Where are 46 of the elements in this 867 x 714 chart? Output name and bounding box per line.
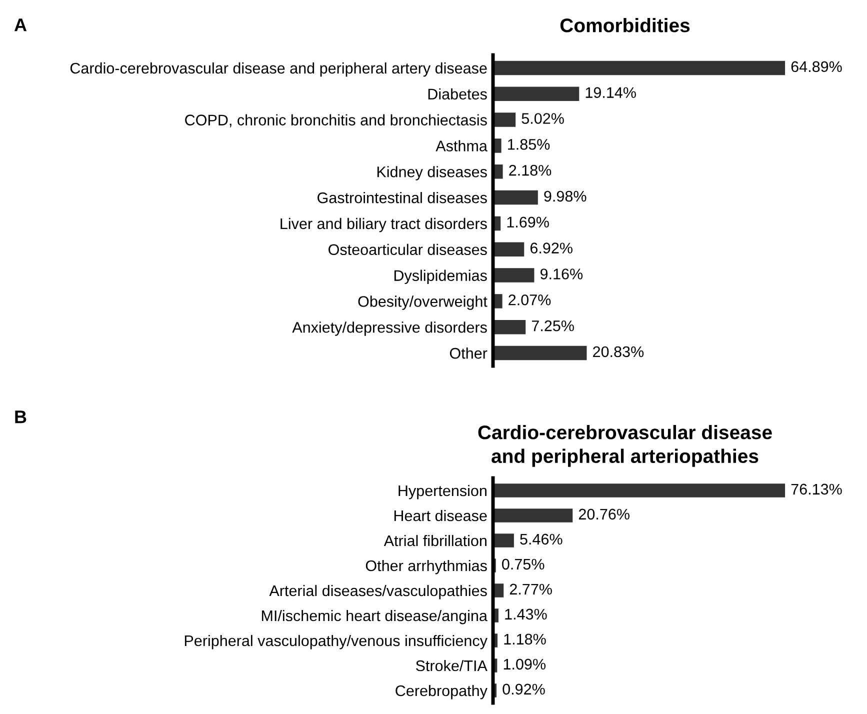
y-tick-label: Asthma [436, 140, 488, 152]
chart-title: Comorbidities [560, 18, 690, 32]
y-tick-label: MI/ischemic heart disease/angina [262, 610, 488, 624]
data-label: 0.75% [502, 558, 544, 570]
data-label: 1.69% [507, 216, 549, 228]
y-tick-label: Kidney diseases [377, 166, 487, 180]
data-label: 20.76% [578, 508, 630, 520]
text: B [15, 410, 26, 424]
data-label: 76.13% [791, 484, 842, 495]
y-tick-label: COPD, chronic bronchitis and bronchiectasis [185, 114, 487, 128]
chart-title: Cardio-cerebrovascular disease and peripheral arteriopathies [478, 425, 772, 467]
data-label: 5.02% [522, 113, 564, 124]
y-tick-label: Heart disease [394, 510, 487, 522]
data-label: 1.18% [504, 634, 546, 645]
data-label: 2.77% [510, 584, 552, 595]
data-label: 9.16% [540, 268, 583, 280]
data-label: 1.43% [505, 608, 547, 620]
data-label: 19.14% [586, 87, 636, 98]
y-tick-label: Stroke/TIA [416, 660, 488, 672]
y-tick-label: Arterial diseases/vasculopathies [269, 584, 487, 600]
y-tick-label: Liver and biliary tract disorders [280, 218, 487, 232]
y-tick-label: Anxiety/depressive disorders [292, 322, 487, 336]
y-tick-label: Diabetes [428, 88, 487, 100]
data-label: 2.07% [508, 294, 551, 306]
data-label: 2.18% [509, 164, 552, 176]
data-label: 9.98% [544, 190, 586, 202]
data-label: 6.92% [530, 242, 572, 254]
data-label: 0.92% [502, 684, 545, 695]
y-tick-label: Obesity/overweight [358, 296, 488, 310]
data-label: 64.89% [791, 61, 842, 72]
y-tick-label: Cardio-cerebrovascular disease and peripheral artery disease [70, 62, 487, 77]
data-label: 1.09% [504, 658, 546, 670]
y-tick-label: Other arrhythmias [366, 560, 487, 574]
data-label: 7.25% [532, 320, 574, 332]
y-tick-label: Atrial fibrillation [384, 534, 486, 546]
data-label: 5.46% [520, 534, 562, 545]
y-tick-label: Dyslipidemias [394, 270, 487, 284]
y-tick-label: Cerebropathy [396, 684, 488, 700]
y-tick-label: Hypertension [398, 484, 486, 500]
data-label: 1.85% [508, 138, 550, 150]
text: A [14, 18, 27, 32]
y-tick-label: Osteoarticular diseases [328, 244, 487, 256]
data-label: 20.83% [593, 346, 644, 358]
y-tick-label: Gastrointestinal diseases [318, 192, 487, 204]
y-tick-label: Peripheral vasculopathy/venous insufficiency [184, 634, 488, 650]
y-tick-label: Other [450, 348, 488, 359]
